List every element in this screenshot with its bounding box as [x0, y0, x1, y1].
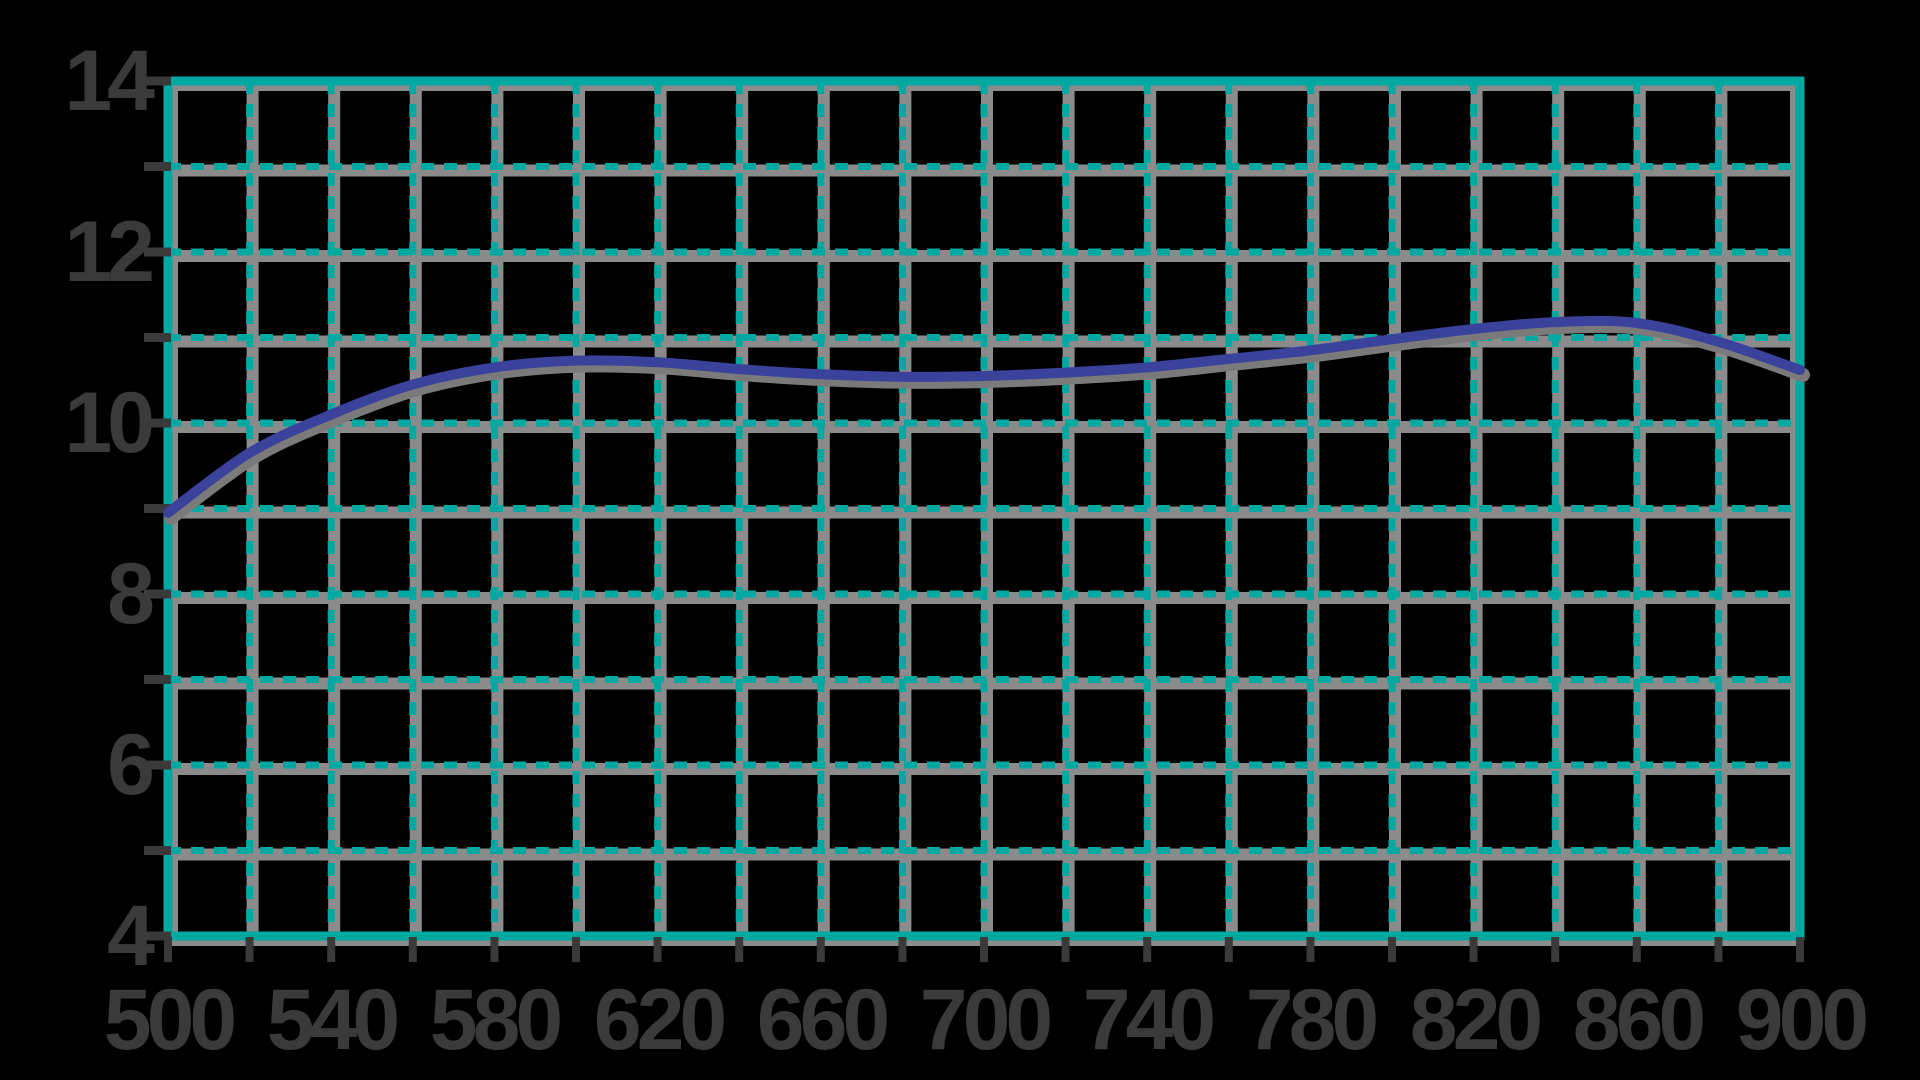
x-axis-label: 660 [756, 972, 891, 1068]
y-axis-label: 4 [107, 888, 155, 984]
curve-shadow [164, 318, 1810, 525]
x-axis-label: 820 [1409, 972, 1544, 1068]
x-axis-label: 700 [919, 972, 1054, 1068]
tick-marks [144, 76, 1804, 962]
y-axis-label: 14 [64, 33, 155, 129]
x-axis-label: 620 [593, 972, 728, 1068]
grid-layer [163, 76, 1805, 941]
y-axis-label: 10 [64, 375, 155, 471]
curve-layer [163, 315, 1810, 525]
x-axis-label: 540 [266, 972, 401, 1068]
x-axis-label: 740 [1082, 972, 1217, 1068]
x-axis-label: 500 [103, 972, 238, 1068]
y-axis-label: 12 [64, 204, 155, 300]
y-axis-label: 8 [107, 546, 155, 642]
x-axis-label: 580 [429, 972, 564, 1068]
x-axis-label: 860 [1572, 972, 1707, 1068]
x-axis-label: 780 [1245, 972, 1380, 1068]
data-curve [163, 315, 1805, 518]
y-axis-label: 6 [107, 717, 155, 813]
x-axis-label: 900 [1735, 972, 1870, 1068]
